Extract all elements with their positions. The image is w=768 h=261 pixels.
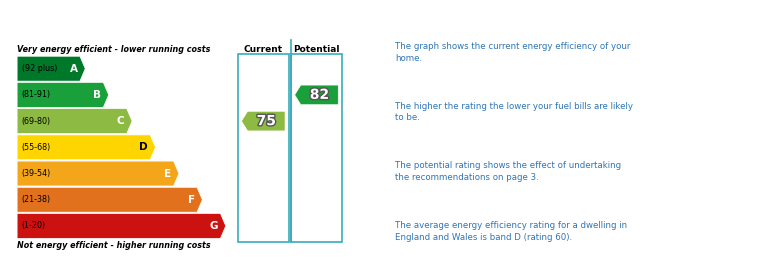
- Text: C: C: [117, 116, 124, 126]
- Polygon shape: [241, 111, 285, 131]
- Text: Potential: Potential: [293, 45, 339, 54]
- Polygon shape: [17, 109, 132, 134]
- Text: Energy Efficiency Rating: Energy Efficiency Rating: [10, 9, 239, 27]
- Polygon shape: [17, 213, 226, 238]
- Text: D: D: [139, 142, 148, 152]
- Text: A: A: [70, 64, 78, 74]
- Text: B: B: [93, 90, 101, 100]
- Text: The average energy efficiency rating for a dwelling in
England and Wales is band: The average energy efficiency rating for…: [396, 221, 627, 242]
- Polygon shape: [17, 82, 108, 107]
- Text: G: G: [210, 221, 218, 231]
- Polygon shape: [17, 161, 179, 186]
- Text: The potential rating shows the effect of undertaking
the recommendations on page: The potential rating shows the effect of…: [396, 161, 621, 182]
- Text: Very energy efficient - lower running costs: Very energy efficient - lower running co…: [17, 45, 210, 54]
- Bar: [291, 54, 342, 242]
- Text: (1-20): (1-20): [22, 221, 46, 230]
- Text: 82: 82: [310, 88, 329, 102]
- Polygon shape: [17, 187, 202, 212]
- Text: 75: 75: [257, 114, 276, 128]
- Text: (39-54): (39-54): [22, 169, 51, 178]
- Text: (81-91): (81-91): [22, 90, 51, 99]
- Text: (55-68): (55-68): [22, 143, 51, 152]
- Polygon shape: [17, 56, 85, 81]
- Polygon shape: [295, 85, 338, 105]
- Text: Not energy efficient - higher running costs: Not energy efficient - higher running co…: [17, 241, 210, 250]
- Text: F: F: [187, 195, 195, 205]
- Text: The graph shows the current energy efficiency of your
home.: The graph shows the current energy effic…: [396, 42, 631, 63]
- Text: Current: Current: [243, 45, 283, 54]
- Text: (92 plus): (92 plus): [22, 64, 57, 73]
- Text: (21-38): (21-38): [22, 195, 51, 204]
- Polygon shape: [17, 135, 155, 160]
- Bar: [237, 54, 289, 242]
- Text: E: E: [164, 169, 171, 179]
- Text: The higher the rating the lower your fuel bills are likely
to be.: The higher the rating the lower your fue…: [396, 102, 634, 122]
- Text: (69-80): (69-80): [22, 117, 51, 126]
